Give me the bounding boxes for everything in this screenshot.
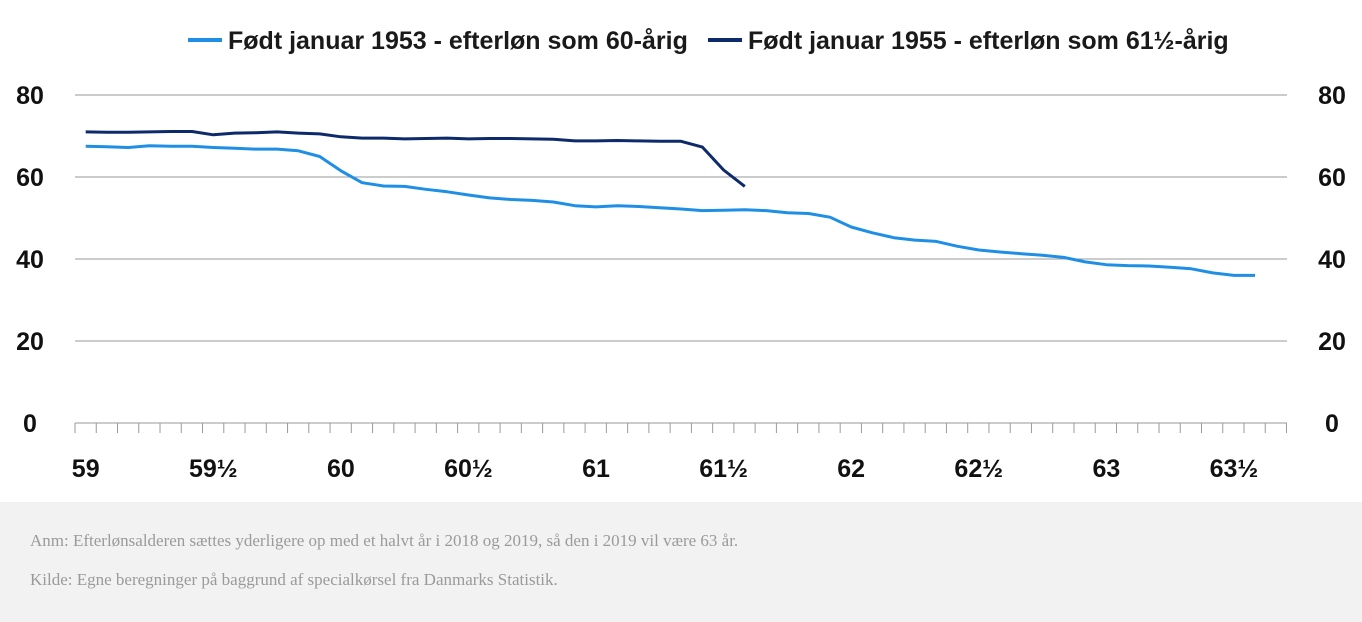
- x-tick-label-62: 62: [837, 455, 865, 483]
- y-tick-left-40: 40: [16, 246, 44, 274]
- y-tick-left-20: 20: [16, 328, 44, 356]
- series-line-1955: [85, 130, 746, 188]
- y-tick-left-60: 60: [16, 164, 44, 192]
- x-tick-label-61-5: 61½: [699, 455, 748, 483]
- x-tick-label-60-5: 60½: [444, 455, 493, 483]
- y-tick-right-20: 20: [1318, 328, 1346, 356]
- y-tick-right-40: 40: [1318, 246, 1346, 274]
- series-line-1953: [85, 144, 1256, 277]
- x-tick-label-60: 60: [327, 455, 355, 483]
- legend-label-1955: Født januar 1955 - efterløn som 61½-årig: [748, 27, 1229, 55]
- y-tick-right-60: 60: [1318, 164, 1346, 192]
- y-tick-right-0: 0: [1325, 410, 1339, 438]
- x-axis: [74, 422, 1288, 433]
- legend: Født januar 1953 - efterløn som 60-årig …: [188, 27, 1229, 55]
- y-tick-left-0: 0: [23, 410, 37, 438]
- x-axis-labels: 59 59½ 60 60½ 61 61½ 62 62½ 63 63½: [72, 455, 1258, 483]
- y-axis-labels: 0 0 20 20 40 40 60 60 80 80: [16, 82, 1346, 438]
- line-chart-svg: 0 0 20 20 40 40 60 60 80 80 59 59½ 60 60½ 61 61½ 62 62½ 6…: [16, 27, 1346, 483]
- chart: 0 0 20 20 40 40 60 60 80 80 59 59½ 60 60½ 61 61½ 62 62½ 6…: [16, 27, 1346, 483]
- x-tick-label-62-5: 62½: [954, 455, 1003, 483]
- x-tick-label-63-5: 63½: [1210, 455, 1259, 483]
- x-tick-label-61: 61: [582, 455, 610, 483]
- y-tick-right-80: 80: [1318, 82, 1346, 110]
- x-tick-label-63: 63: [1092, 455, 1120, 483]
- chart-footer: Anm: Efterlønsalderen sættes yderligere …: [0, 502, 1362, 622]
- x-tick-label-59: 59: [72, 455, 100, 483]
- legend-label-1953: Født januar 1953 - efterløn som 60-årig: [228, 27, 688, 55]
- note-anm: Anm: Efterlønsalderen sættes yderligere …: [30, 531, 739, 550]
- x-tick-label-59-5: 59½: [189, 455, 238, 483]
- y-tick-left-80: 80: [16, 82, 44, 110]
- gridlines: [75, 94, 1287, 342]
- series-lines: [85, 130, 1256, 277]
- note-source: Kilde: Egne beregninger på baggrund af s…: [30, 570, 558, 589]
